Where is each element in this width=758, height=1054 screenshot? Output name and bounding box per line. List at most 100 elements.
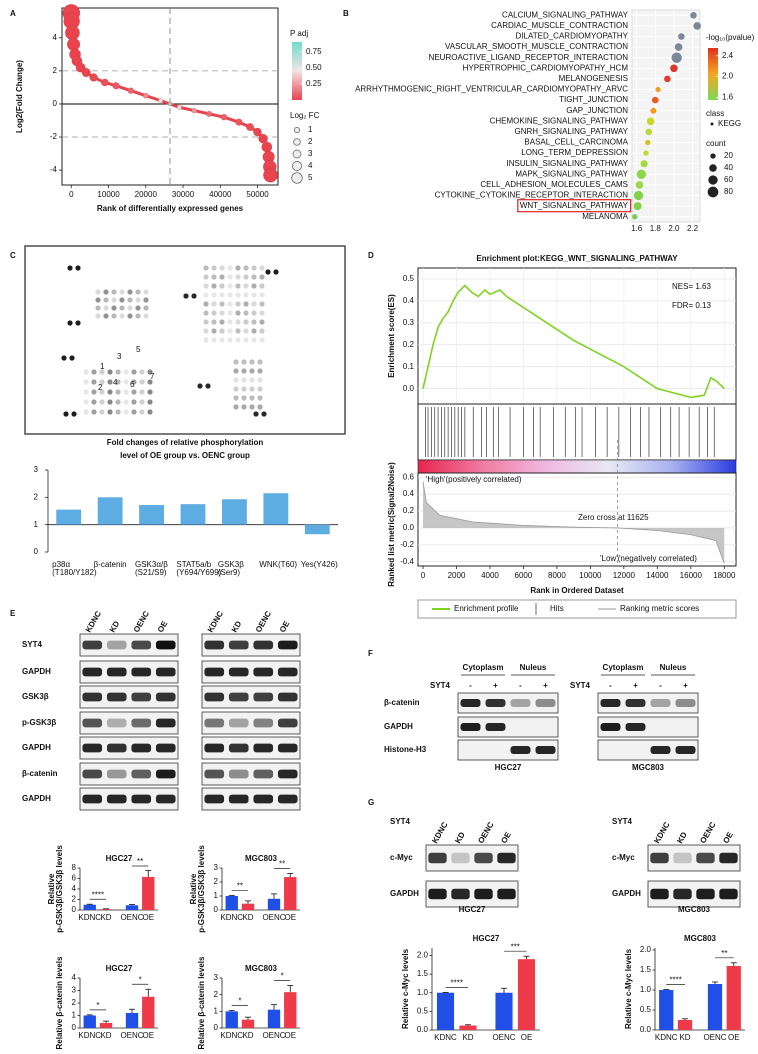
bar xyxy=(241,903,255,910)
array-spot xyxy=(127,289,133,295)
x-tick-label: 2.2 xyxy=(687,224,699,233)
blot-band xyxy=(277,794,298,804)
blot-band xyxy=(228,718,249,728)
y-tick-label: 2 xyxy=(34,492,39,501)
array-spot xyxy=(241,368,247,374)
x-tick-label: p38α xyxy=(52,560,70,569)
annotation: FDR= 0.13 xyxy=(672,301,711,310)
array-spot xyxy=(123,379,129,385)
y-tick-label: 3 xyxy=(72,986,77,995)
y-tick-label: 1 xyxy=(214,1006,219,1015)
gene-point xyxy=(167,101,173,107)
array-spot xyxy=(251,310,257,316)
array-spot xyxy=(103,297,109,303)
y-tick-label: ARRHYTHMOGENIC_RIGHT_VENTRICULAR_CARDIOM… xyxy=(355,85,628,94)
blot-background xyxy=(201,736,301,760)
array-spot xyxy=(203,292,209,298)
colorbar-label: 1.6 xyxy=(722,93,734,102)
blot-band xyxy=(600,723,621,731)
x-tick-label: (T180/Y182) xyxy=(52,568,97,577)
array-spot xyxy=(241,404,247,410)
bar xyxy=(222,499,247,525)
blot-band xyxy=(131,640,152,650)
blot-band xyxy=(253,794,274,804)
legend-label: Ranking metric scores xyxy=(620,604,699,613)
class-key xyxy=(710,122,714,126)
y-tick-label: 1 xyxy=(72,1011,77,1020)
blot-background xyxy=(201,660,301,684)
y-tick-label: 2 xyxy=(214,990,219,999)
array-spot xyxy=(259,283,265,289)
array-spot xyxy=(123,409,129,415)
enrichment-line xyxy=(422,284,725,399)
y-tick-label: 0.3 xyxy=(403,318,415,327)
blot-band xyxy=(673,852,692,864)
array-spot xyxy=(83,399,89,405)
y-tick-label: 4 xyxy=(72,884,77,893)
blot-band xyxy=(719,888,738,900)
pathway-dot xyxy=(690,12,697,19)
blot-band xyxy=(696,852,715,864)
blot-background xyxy=(597,716,699,738)
size-key-label: 4 xyxy=(308,161,313,170)
array-spot xyxy=(211,292,217,298)
significance-label: ** xyxy=(237,882,243,891)
y-tick-label: -0.4 xyxy=(400,557,414,566)
blot-band xyxy=(228,743,249,753)
lane-label: KDNC xyxy=(430,820,449,845)
array-spot xyxy=(139,409,145,415)
pathway-dot xyxy=(646,117,655,126)
x-tick-label: OENC xyxy=(120,1031,143,1040)
x-axis-label: Rank of differentially expressed genes xyxy=(97,204,244,213)
array-spot xyxy=(91,399,97,405)
error-bar xyxy=(145,870,152,877)
fold-change-curve xyxy=(69,12,273,176)
array-spot xyxy=(249,395,255,401)
y-tick-label: 1.0 xyxy=(640,985,652,994)
y-tick-label: 2.0 xyxy=(640,945,652,954)
blot-row-label: Histone-H3 xyxy=(384,745,427,754)
lane-label: KD xyxy=(230,619,244,634)
array-spot xyxy=(127,313,133,319)
blot-background xyxy=(79,685,179,709)
cell-line-label: MGC803 xyxy=(632,763,665,772)
metric-line xyxy=(422,481,725,564)
blot-band xyxy=(428,888,447,900)
array-spot xyxy=(235,265,241,271)
rank-color-strip xyxy=(417,459,737,474)
array-spot xyxy=(227,328,233,334)
pathway-dot xyxy=(693,22,702,30)
treatment-label: SYT4 xyxy=(430,681,451,690)
blot-background xyxy=(201,711,301,735)
x-tick-label: KDNC xyxy=(220,913,243,922)
bar xyxy=(142,876,155,910)
array-spot xyxy=(235,337,241,343)
blot-band xyxy=(155,769,176,779)
bar xyxy=(97,497,123,525)
blot-background xyxy=(201,633,301,657)
panel-label: B xyxy=(343,9,349,18)
x-tick-label: WNK(T60) xyxy=(259,560,297,569)
blot-background xyxy=(79,787,179,811)
y-tick-label: 2 xyxy=(53,66,58,75)
y-tick-label: DILATED_CARDIOMYOPATHY xyxy=(516,32,629,41)
bar xyxy=(495,992,513,1030)
array-spot xyxy=(147,369,153,375)
gene-point xyxy=(220,114,228,121)
gene-point xyxy=(101,78,109,87)
blot-row-label: GSK3β xyxy=(22,692,49,701)
array-spot xyxy=(261,411,267,417)
legend-title: -log₁₀(pvalue) xyxy=(706,33,755,42)
blot-band xyxy=(625,723,646,731)
array-spot xyxy=(91,379,97,385)
blot-band xyxy=(277,692,298,702)
array-spot xyxy=(243,265,249,271)
array-spot xyxy=(227,292,233,298)
array-spot xyxy=(131,409,137,415)
array-spot xyxy=(251,328,257,334)
array-spot xyxy=(227,283,233,289)
blot-background xyxy=(79,711,179,735)
array-spot xyxy=(135,313,141,319)
spot-number: 3 xyxy=(117,352,122,361)
blot-band xyxy=(650,852,669,864)
